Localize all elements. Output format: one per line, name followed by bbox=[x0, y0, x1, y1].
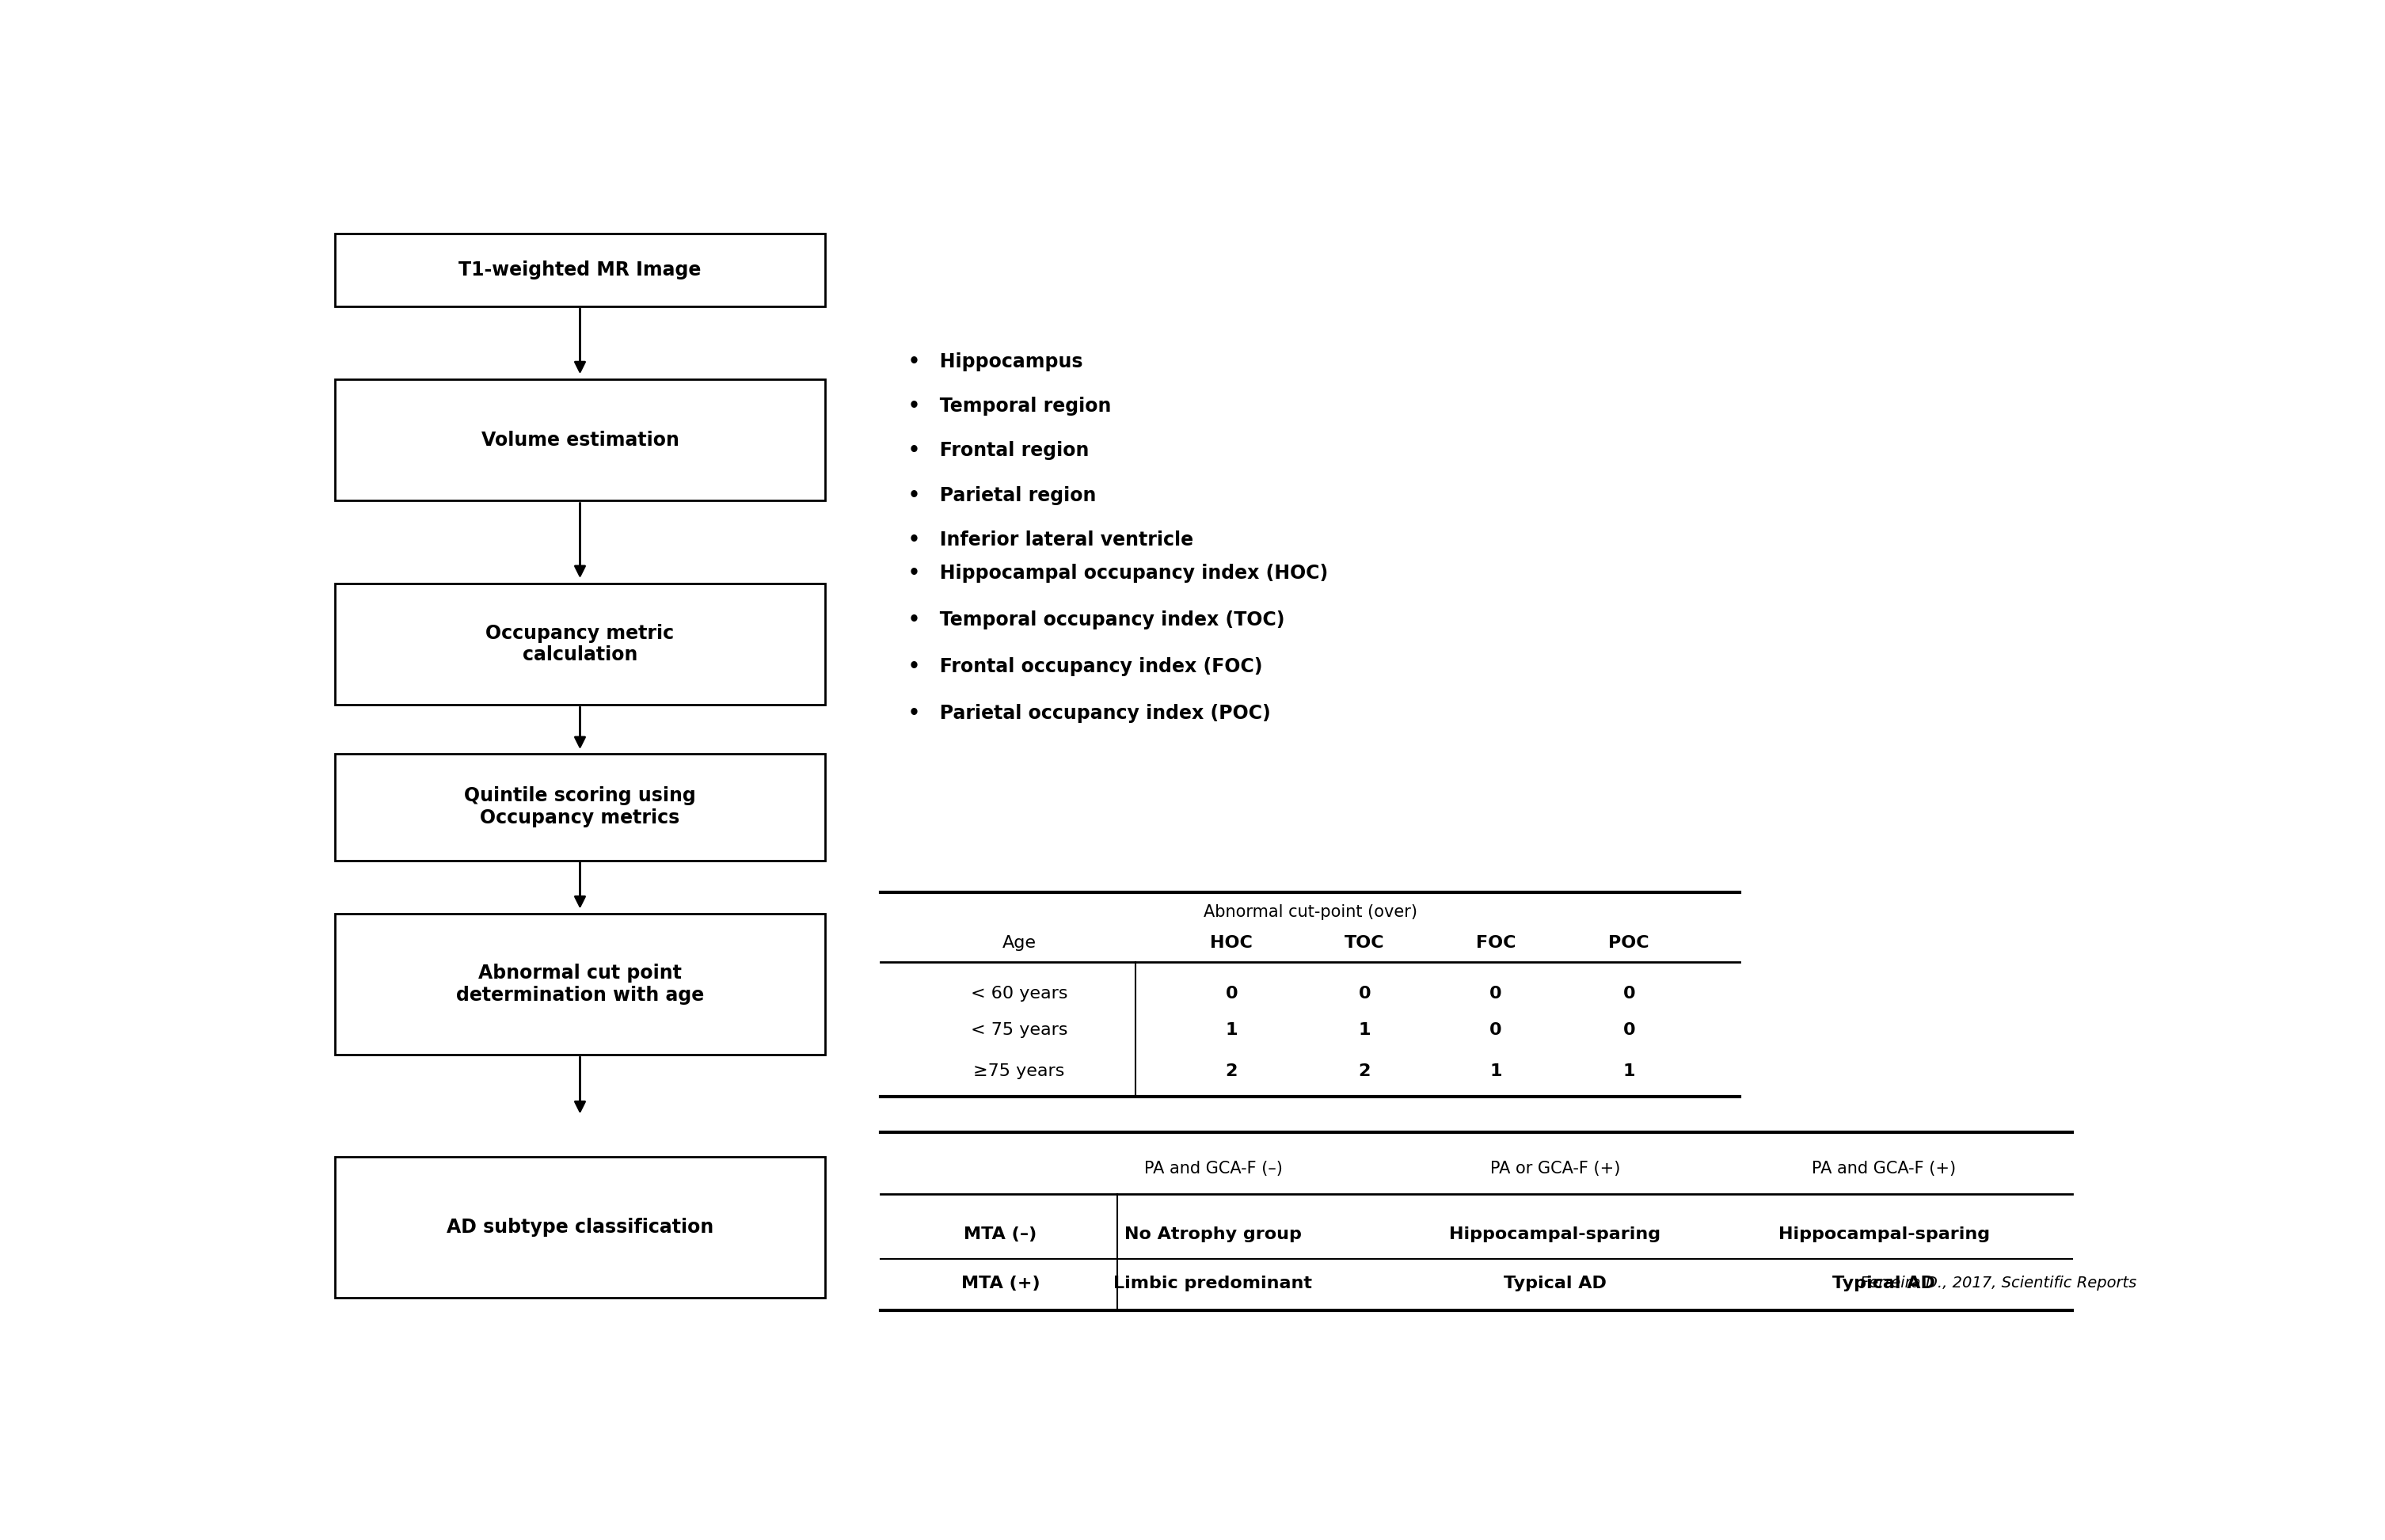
Text: Abnormal cut point
determination with age: Abnormal cut point determination with ag… bbox=[456, 964, 704, 1004]
Text: 1: 1 bbox=[1622, 1063, 1636, 1080]
Text: Hippocampal-sparing: Hippocampal-sparing bbox=[1779, 1226, 1989, 1243]
Text: POC: POC bbox=[1607, 935, 1650, 950]
Text: •   Frontal region: • Frontal region bbox=[909, 442, 1090, 460]
Text: Abnormal cut-point (over): Abnormal cut-point (over) bbox=[1202, 904, 1417, 919]
Text: 0: 0 bbox=[1622, 1023, 1636, 1038]
Text: Typical AD: Typical AD bbox=[1832, 1275, 1937, 1291]
Text: Volume estimation: Volume estimation bbox=[482, 431, 680, 450]
FancyBboxPatch shape bbox=[334, 913, 825, 1055]
Text: •   Frontal occupancy index (FOC): • Frontal occupancy index (FOC) bbox=[909, 658, 1262, 676]
Text: Hippocampal-sparing: Hippocampal-sparing bbox=[1450, 1226, 1660, 1243]
FancyBboxPatch shape bbox=[334, 1157, 825, 1298]
Text: MTA (+): MTA (+) bbox=[961, 1275, 1040, 1291]
Text: MTA (–): MTA (–) bbox=[964, 1226, 1037, 1243]
Text: •   Temporal occupancy index (TOC): • Temporal occupancy index (TOC) bbox=[909, 610, 1286, 630]
Text: TOC: TOC bbox=[1345, 935, 1386, 950]
Text: No Atrophy group: No Atrophy group bbox=[1123, 1226, 1302, 1243]
Text: Occupancy metric
calculation: Occupancy metric calculation bbox=[487, 624, 675, 665]
Text: 0: 0 bbox=[1491, 986, 1503, 1001]
Text: < 75 years: < 75 years bbox=[971, 1023, 1068, 1038]
Text: 2: 2 bbox=[1359, 1063, 1371, 1080]
Text: •   Inferior lateral ventricle: • Inferior lateral ventricle bbox=[909, 531, 1192, 550]
Text: 0: 0 bbox=[1491, 1023, 1503, 1038]
Text: Quintile scoring using
Occupancy metrics: Quintile scoring using Occupancy metrics bbox=[465, 787, 696, 827]
Text: •   Parietal region: • Parietal region bbox=[909, 487, 1097, 505]
Text: FOC: FOC bbox=[1476, 935, 1517, 950]
Text: 0: 0 bbox=[1622, 986, 1636, 1001]
Text: PA or GCA-F (+): PA or GCA-F (+) bbox=[1491, 1161, 1619, 1177]
Text: •   Hippocampus: • Hippocampus bbox=[909, 353, 1083, 371]
FancyBboxPatch shape bbox=[334, 234, 825, 306]
Text: Ferreira D., 2017, Scientific Reports: Ferreira D., 2017, Scientific Reports bbox=[1860, 1275, 2137, 1291]
Text: AD subtype classification: AD subtype classification bbox=[446, 1218, 713, 1237]
FancyBboxPatch shape bbox=[334, 753, 825, 861]
Text: 1: 1 bbox=[1491, 1063, 1503, 1080]
Text: 0: 0 bbox=[1226, 986, 1238, 1001]
Text: Age: Age bbox=[1002, 935, 1035, 950]
Text: 1: 1 bbox=[1226, 1023, 1238, 1038]
Text: Typical AD: Typical AD bbox=[1503, 1275, 1607, 1291]
Text: 0: 0 bbox=[1359, 986, 1371, 1001]
Text: •   Parietal occupancy index (POC): • Parietal occupancy index (POC) bbox=[909, 704, 1271, 722]
Text: 2: 2 bbox=[1226, 1063, 1238, 1080]
Text: T1-weighted MR Image: T1-weighted MR Image bbox=[458, 260, 701, 279]
Text: < 60 years: < 60 years bbox=[971, 986, 1068, 1001]
Text: PA and GCA-F (–): PA and GCA-F (–) bbox=[1145, 1161, 1283, 1177]
Text: •   Temporal region: • Temporal region bbox=[909, 397, 1111, 416]
Text: PA and GCA-F (+): PA and GCA-F (+) bbox=[1813, 1161, 1956, 1177]
Text: HOC: HOC bbox=[1209, 935, 1252, 950]
FancyBboxPatch shape bbox=[334, 379, 825, 501]
Text: ≥75 years: ≥75 years bbox=[973, 1063, 1064, 1080]
Text: 1: 1 bbox=[1359, 1023, 1371, 1038]
Text: Limbic predominant: Limbic predominant bbox=[1114, 1275, 1312, 1291]
FancyBboxPatch shape bbox=[334, 584, 825, 705]
Text: •   Hippocampal occupancy index (HOC): • Hippocampal occupancy index (HOC) bbox=[909, 564, 1328, 582]
